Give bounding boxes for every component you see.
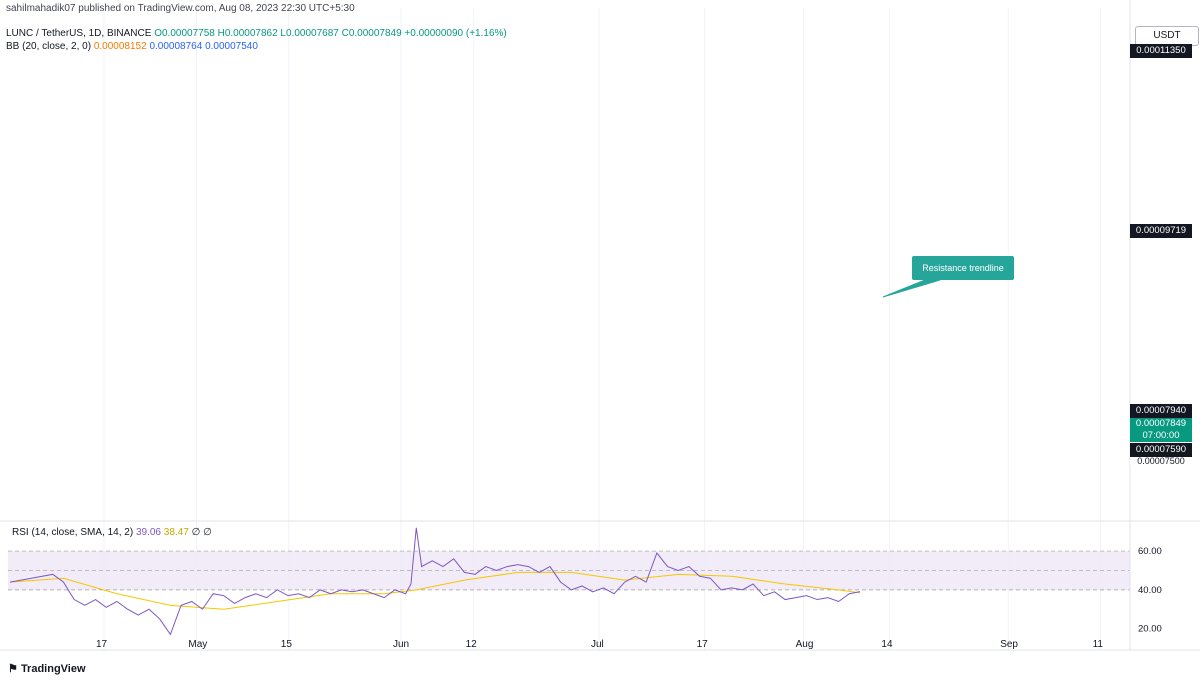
resistance-callout: Resistance trendline xyxy=(912,256,1014,280)
symbol-legend: LUNC / TetherUS, 1D, BINANCE O0.00007758… xyxy=(6,28,507,39)
time-tick-label: 15 xyxy=(281,639,293,650)
time-tick-label: Sep xyxy=(1000,639,1018,650)
time-tick-label: Jul xyxy=(591,639,604,650)
rsi-tick-label: 40.00 xyxy=(1138,585,1162,596)
price-tag-current: 0.00007849 07:00:00 xyxy=(1130,418,1192,442)
rsi-ma-line xyxy=(9,571,861,610)
rsi-extra: ∅ ∅ xyxy=(191,527,212,538)
time-tick-label: Aug xyxy=(796,639,814,650)
bollinger-legend: BB (20, close, 2, 0) 0.00008152 0.000087… xyxy=(6,41,258,52)
time-tick-label: 12 xyxy=(466,639,478,650)
bollinger-lower-value: 0.00007540 xyxy=(205,41,258,52)
time-tick-label: 14 xyxy=(881,639,893,650)
rsi-line xyxy=(9,527,861,636)
rsi-tick-label: 60.00 xyxy=(1138,546,1162,557)
rsi-tick-label: 20.00 xyxy=(1138,624,1162,635)
bar-countdown: 07:00:00 xyxy=(1142,430,1180,441)
tradingview-logo[interactable]: ⚑ TradingView xyxy=(8,662,86,675)
rsi-label: RSI (14, close, SMA, 14, 2) xyxy=(12,527,134,538)
time-tick-label: Jun xyxy=(393,639,409,650)
tradingview-logo-text: TradingView xyxy=(20,663,86,675)
rsi-legend: RSI (14, close, SMA, 14, 2) 39.06 38.47 … xyxy=(12,527,212,538)
price-tag-level: 0.00007940 xyxy=(1130,404,1192,418)
price-tag-top: 0.00011350 xyxy=(1130,44,1192,58)
callout-pointer xyxy=(882,279,941,298)
time-tick-label: 17 xyxy=(697,639,709,650)
current-price: 0.00007849 xyxy=(1135,418,1187,429)
rsi-ma-value: 38.47 xyxy=(163,527,189,538)
currency-button[interactable]: USDT xyxy=(1135,26,1199,46)
tradingview-logo-icon: ⚑ xyxy=(8,663,18,675)
grid xyxy=(103,8,1102,650)
bollinger-mid-value: 0.00008152 xyxy=(93,41,147,52)
price-tag-hidden: 0.00007500 xyxy=(1130,457,1192,466)
time-tick-label: 11 xyxy=(1093,639,1104,650)
bollinger-label: BB (20, close, 2, 0) xyxy=(6,41,92,52)
price-tag-resistance: 0.00009719 xyxy=(1130,224,1192,238)
ohlc-values: O0.00007758 H0.00007862 L0.00007687 C0.0… xyxy=(154,28,507,39)
time-axis[interactable]: 17 May 15 Jun 12 Jul 17 Aug 14 Sep 11 xyxy=(0,0,1200,651)
rsi-value: 39.06 xyxy=(135,527,161,538)
rsi-pane: 60.00 40.00 20.00 xyxy=(0,520,1200,636)
time-tick-label: May xyxy=(188,639,207,650)
bollinger-upper-value: 0.00008764 xyxy=(149,41,203,52)
price-tag-support: 0.00007590 xyxy=(1130,443,1192,457)
symbol-name: LUNC / TetherUS, 1D, BINANCE xyxy=(6,28,152,39)
publisher-line: sahilmahadik07 published on TradingView.… xyxy=(6,3,355,14)
time-tick-label: 17 xyxy=(96,639,108,650)
